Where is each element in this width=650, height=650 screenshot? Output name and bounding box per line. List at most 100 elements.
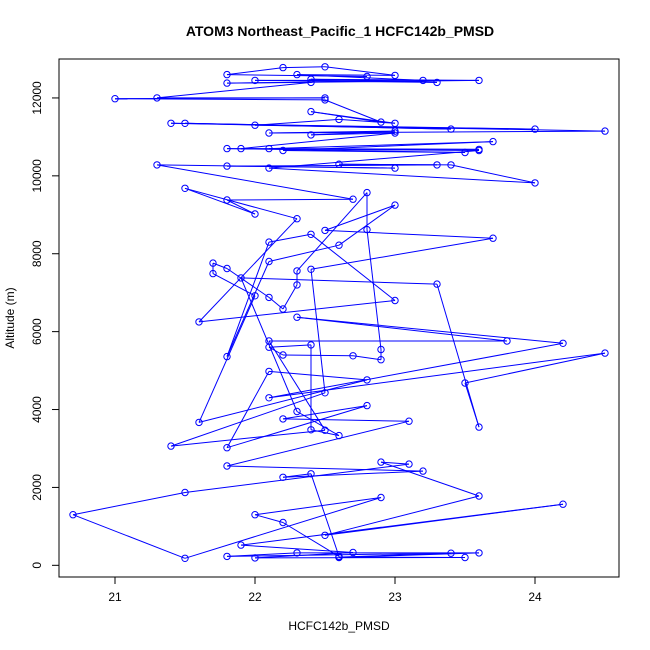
series-segment <box>226 405 368 449</box>
y-tick-label: 0 <box>30 562 44 569</box>
data-point <box>279 518 287 527</box>
data-point <box>363 188 371 197</box>
data-point <box>559 500 567 508</box>
plot-frame <box>58 58 620 578</box>
y-tick-label: 12000 <box>30 81 44 115</box>
data-point <box>223 196 231 204</box>
data-point <box>377 458 385 466</box>
data-point <box>153 94 161 102</box>
series-segment <box>240 277 298 412</box>
data-point <box>265 394 273 402</box>
series-segment <box>296 192 368 272</box>
data-point <box>195 318 203 326</box>
series-segment <box>156 164 354 200</box>
series-segment <box>338 204 396 246</box>
data-point <box>251 210 259 218</box>
series-segment <box>282 405 368 420</box>
data-point <box>447 161 455 169</box>
data-point <box>475 76 483 85</box>
series-segment <box>254 514 284 523</box>
data-point <box>251 76 259 85</box>
series-segment <box>296 316 508 342</box>
data-point <box>265 367 273 376</box>
data-point <box>223 552 231 561</box>
data-point <box>293 407 301 416</box>
series-segment <box>184 497 382 559</box>
data-point <box>293 281 301 289</box>
data-point <box>447 549 455 557</box>
data-point <box>293 70 301 79</box>
series-segment <box>268 344 312 348</box>
data-point <box>293 267 301 275</box>
series-segment <box>226 241 270 357</box>
data-point <box>349 195 357 203</box>
series-segment <box>184 187 256 215</box>
data-point <box>195 418 203 427</box>
y-tick-label: 10000 <box>30 159 44 193</box>
series-segment <box>268 130 606 134</box>
y-tick-label: 6000 <box>30 318 44 345</box>
data-point <box>279 63 287 72</box>
series-segment <box>226 268 270 298</box>
series-segment <box>212 262 228 269</box>
chart-title: ATOM3 Northeast_Pacific_1 HCFC142b_PMSD <box>186 23 494 39</box>
data-point <box>279 146 287 155</box>
series-segment <box>282 418 410 422</box>
data-point <box>307 341 315 349</box>
y-tick-label: 8000 <box>30 240 44 267</box>
data-point <box>377 493 385 502</box>
series-segment <box>254 118 340 126</box>
data-point <box>447 125 455 133</box>
series-segment <box>240 544 354 553</box>
series-segment <box>380 461 410 465</box>
data-point <box>293 215 301 223</box>
data-point <box>601 349 609 357</box>
data-point <box>363 376 371 384</box>
data-point <box>307 78 315 87</box>
data-point <box>279 415 287 423</box>
series-segment <box>338 118 396 124</box>
series-segment <box>226 198 354 201</box>
data-point <box>475 492 483 500</box>
data-point <box>237 541 245 549</box>
series-segment <box>254 124 536 130</box>
x-axis-label: HCFC142b_PMSD <box>288 619 390 633</box>
series-segment <box>268 141 494 150</box>
y-tick-label: 2000 <box>30 474 44 501</box>
series-segment <box>184 463 410 493</box>
series-segment <box>226 199 256 215</box>
data-point <box>335 115 343 124</box>
data-point <box>251 554 259 562</box>
y-tick-label: 4000 <box>30 396 44 423</box>
data-point <box>321 531 329 539</box>
series-segment <box>268 340 326 431</box>
series-segment <box>268 167 536 184</box>
data-point <box>279 351 287 359</box>
data-point <box>419 467 427 475</box>
series-segment <box>268 346 284 356</box>
data-point <box>223 264 231 273</box>
series-segment <box>310 269 326 393</box>
series-segment <box>156 81 312 99</box>
series-segment <box>464 382 480 428</box>
series-segment <box>310 78 480 81</box>
data-point <box>475 423 483 431</box>
series-segment <box>282 150 466 153</box>
series-segment <box>324 495 480 536</box>
x-tick-label: 23 <box>388 590 402 604</box>
data-point <box>391 129 399 137</box>
data-point <box>489 137 497 146</box>
data-point <box>391 164 399 172</box>
series-segment <box>366 229 382 350</box>
data-point <box>251 121 259 129</box>
series-segment <box>338 552 452 558</box>
data-point <box>475 145 483 154</box>
data-point <box>391 119 399 128</box>
data-point <box>265 257 273 266</box>
data-point <box>265 238 273 246</box>
y-axis: 0 2000 4000 6000 8000 10000 12000 <box>30 81 60 569</box>
data-point <box>475 549 483 557</box>
series-segment <box>296 74 396 76</box>
series-segment <box>324 99 382 123</box>
